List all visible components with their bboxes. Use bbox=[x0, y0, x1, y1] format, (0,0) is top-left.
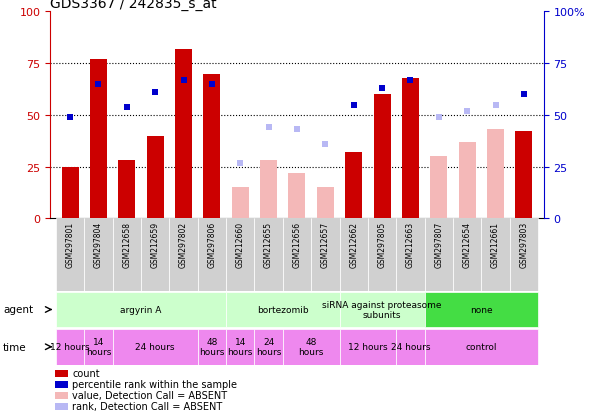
Text: GSM297801: GSM297801 bbox=[66, 221, 74, 267]
Bar bbox=[345, 153, 362, 219]
Text: 14
hours: 14 hours bbox=[86, 337, 111, 356]
Text: GSM212661: GSM212661 bbox=[491, 221, 500, 267]
Bar bbox=[424, 219, 453, 291]
Bar bbox=[56, 292, 226, 328]
Text: time: time bbox=[3, 342, 27, 352]
Text: value, Detection Call = ABSENT: value, Detection Call = ABSENT bbox=[73, 390, 228, 400]
Text: GSM297807: GSM297807 bbox=[434, 221, 443, 267]
Text: GSM212663: GSM212663 bbox=[406, 221, 415, 267]
Bar bbox=[487, 130, 504, 219]
Text: 48
hours: 48 hours bbox=[199, 337, 225, 356]
Bar bbox=[85, 219, 113, 291]
Bar bbox=[260, 161, 277, 219]
Text: GDS3367 / 242835_s_at: GDS3367 / 242835_s_at bbox=[50, 0, 217, 12]
Bar bbox=[175, 50, 192, 219]
Text: 12 hours: 12 hours bbox=[348, 342, 388, 351]
Text: 48
hours: 48 hours bbox=[298, 337, 324, 356]
Text: GSM297806: GSM297806 bbox=[207, 221, 216, 267]
Bar bbox=[402, 78, 419, 219]
Bar bbox=[55, 392, 67, 399]
Text: 24
hours: 24 hours bbox=[256, 337, 281, 356]
Text: rank, Detection Call = ABSENT: rank, Detection Call = ABSENT bbox=[73, 401, 223, 411]
Text: GSM297802: GSM297802 bbox=[179, 221, 188, 267]
Bar bbox=[198, 219, 226, 291]
Bar bbox=[509, 219, 538, 291]
Bar bbox=[56, 219, 85, 291]
Bar bbox=[255, 329, 283, 365]
Bar bbox=[317, 188, 334, 219]
Text: GSM212657: GSM212657 bbox=[321, 221, 330, 267]
Text: siRNA against proteasome
subunits: siRNA against proteasome subunits bbox=[322, 300, 442, 319]
Bar bbox=[198, 329, 226, 365]
Text: GSM297805: GSM297805 bbox=[378, 221, 387, 267]
Text: 24 hours: 24 hours bbox=[135, 342, 175, 351]
Text: GSM212660: GSM212660 bbox=[236, 221, 245, 267]
Bar bbox=[481, 219, 509, 291]
Bar bbox=[55, 370, 67, 377]
Bar bbox=[118, 161, 135, 219]
Text: GSM212662: GSM212662 bbox=[349, 221, 358, 267]
Text: GSM212655: GSM212655 bbox=[264, 221, 273, 267]
Bar bbox=[283, 329, 339, 365]
Bar bbox=[226, 292, 339, 328]
Bar bbox=[55, 381, 67, 388]
Bar bbox=[55, 403, 67, 410]
Bar bbox=[396, 329, 424, 365]
Bar bbox=[515, 132, 532, 219]
Bar bbox=[147, 136, 164, 219]
Text: 14
hours: 14 hours bbox=[228, 337, 253, 356]
Bar bbox=[113, 329, 198, 365]
Bar bbox=[90, 60, 107, 219]
Bar bbox=[203, 74, 220, 219]
Text: GSM212656: GSM212656 bbox=[293, 221, 301, 267]
Bar bbox=[288, 173, 306, 219]
Text: GSM212659: GSM212659 bbox=[151, 221, 160, 267]
Bar bbox=[339, 292, 424, 328]
Text: control: control bbox=[466, 342, 497, 351]
Text: count: count bbox=[73, 368, 100, 378]
Bar bbox=[459, 142, 476, 219]
Bar bbox=[141, 219, 170, 291]
Bar bbox=[226, 219, 255, 291]
Bar bbox=[226, 329, 255, 365]
Text: percentile rank within the sample: percentile rank within the sample bbox=[73, 379, 238, 389]
Text: 12 hours: 12 hours bbox=[50, 342, 90, 351]
Bar bbox=[170, 219, 198, 291]
Bar bbox=[430, 157, 447, 219]
Text: bortezomib: bortezomib bbox=[257, 305, 309, 314]
Text: GSM212658: GSM212658 bbox=[122, 221, 131, 267]
Bar bbox=[374, 95, 391, 219]
Bar bbox=[56, 329, 85, 365]
Bar bbox=[311, 219, 339, 291]
Text: agent: agent bbox=[3, 305, 33, 315]
Bar bbox=[232, 188, 249, 219]
Bar bbox=[339, 329, 396, 365]
Bar bbox=[453, 219, 481, 291]
Bar bbox=[396, 219, 424, 291]
Text: none: none bbox=[470, 305, 493, 314]
Bar bbox=[85, 329, 113, 365]
Bar bbox=[339, 219, 368, 291]
Text: 24 hours: 24 hours bbox=[391, 342, 430, 351]
Bar bbox=[113, 219, 141, 291]
Text: GSM297804: GSM297804 bbox=[94, 221, 103, 267]
Text: GSM212654: GSM212654 bbox=[463, 221, 472, 267]
Text: GSM297803: GSM297803 bbox=[519, 221, 528, 267]
Bar bbox=[424, 329, 538, 365]
Text: argyrin A: argyrin A bbox=[121, 305, 162, 314]
Bar bbox=[424, 292, 538, 328]
Bar bbox=[61, 167, 79, 219]
Bar bbox=[255, 219, 283, 291]
Bar bbox=[368, 219, 396, 291]
Bar bbox=[283, 219, 311, 291]
